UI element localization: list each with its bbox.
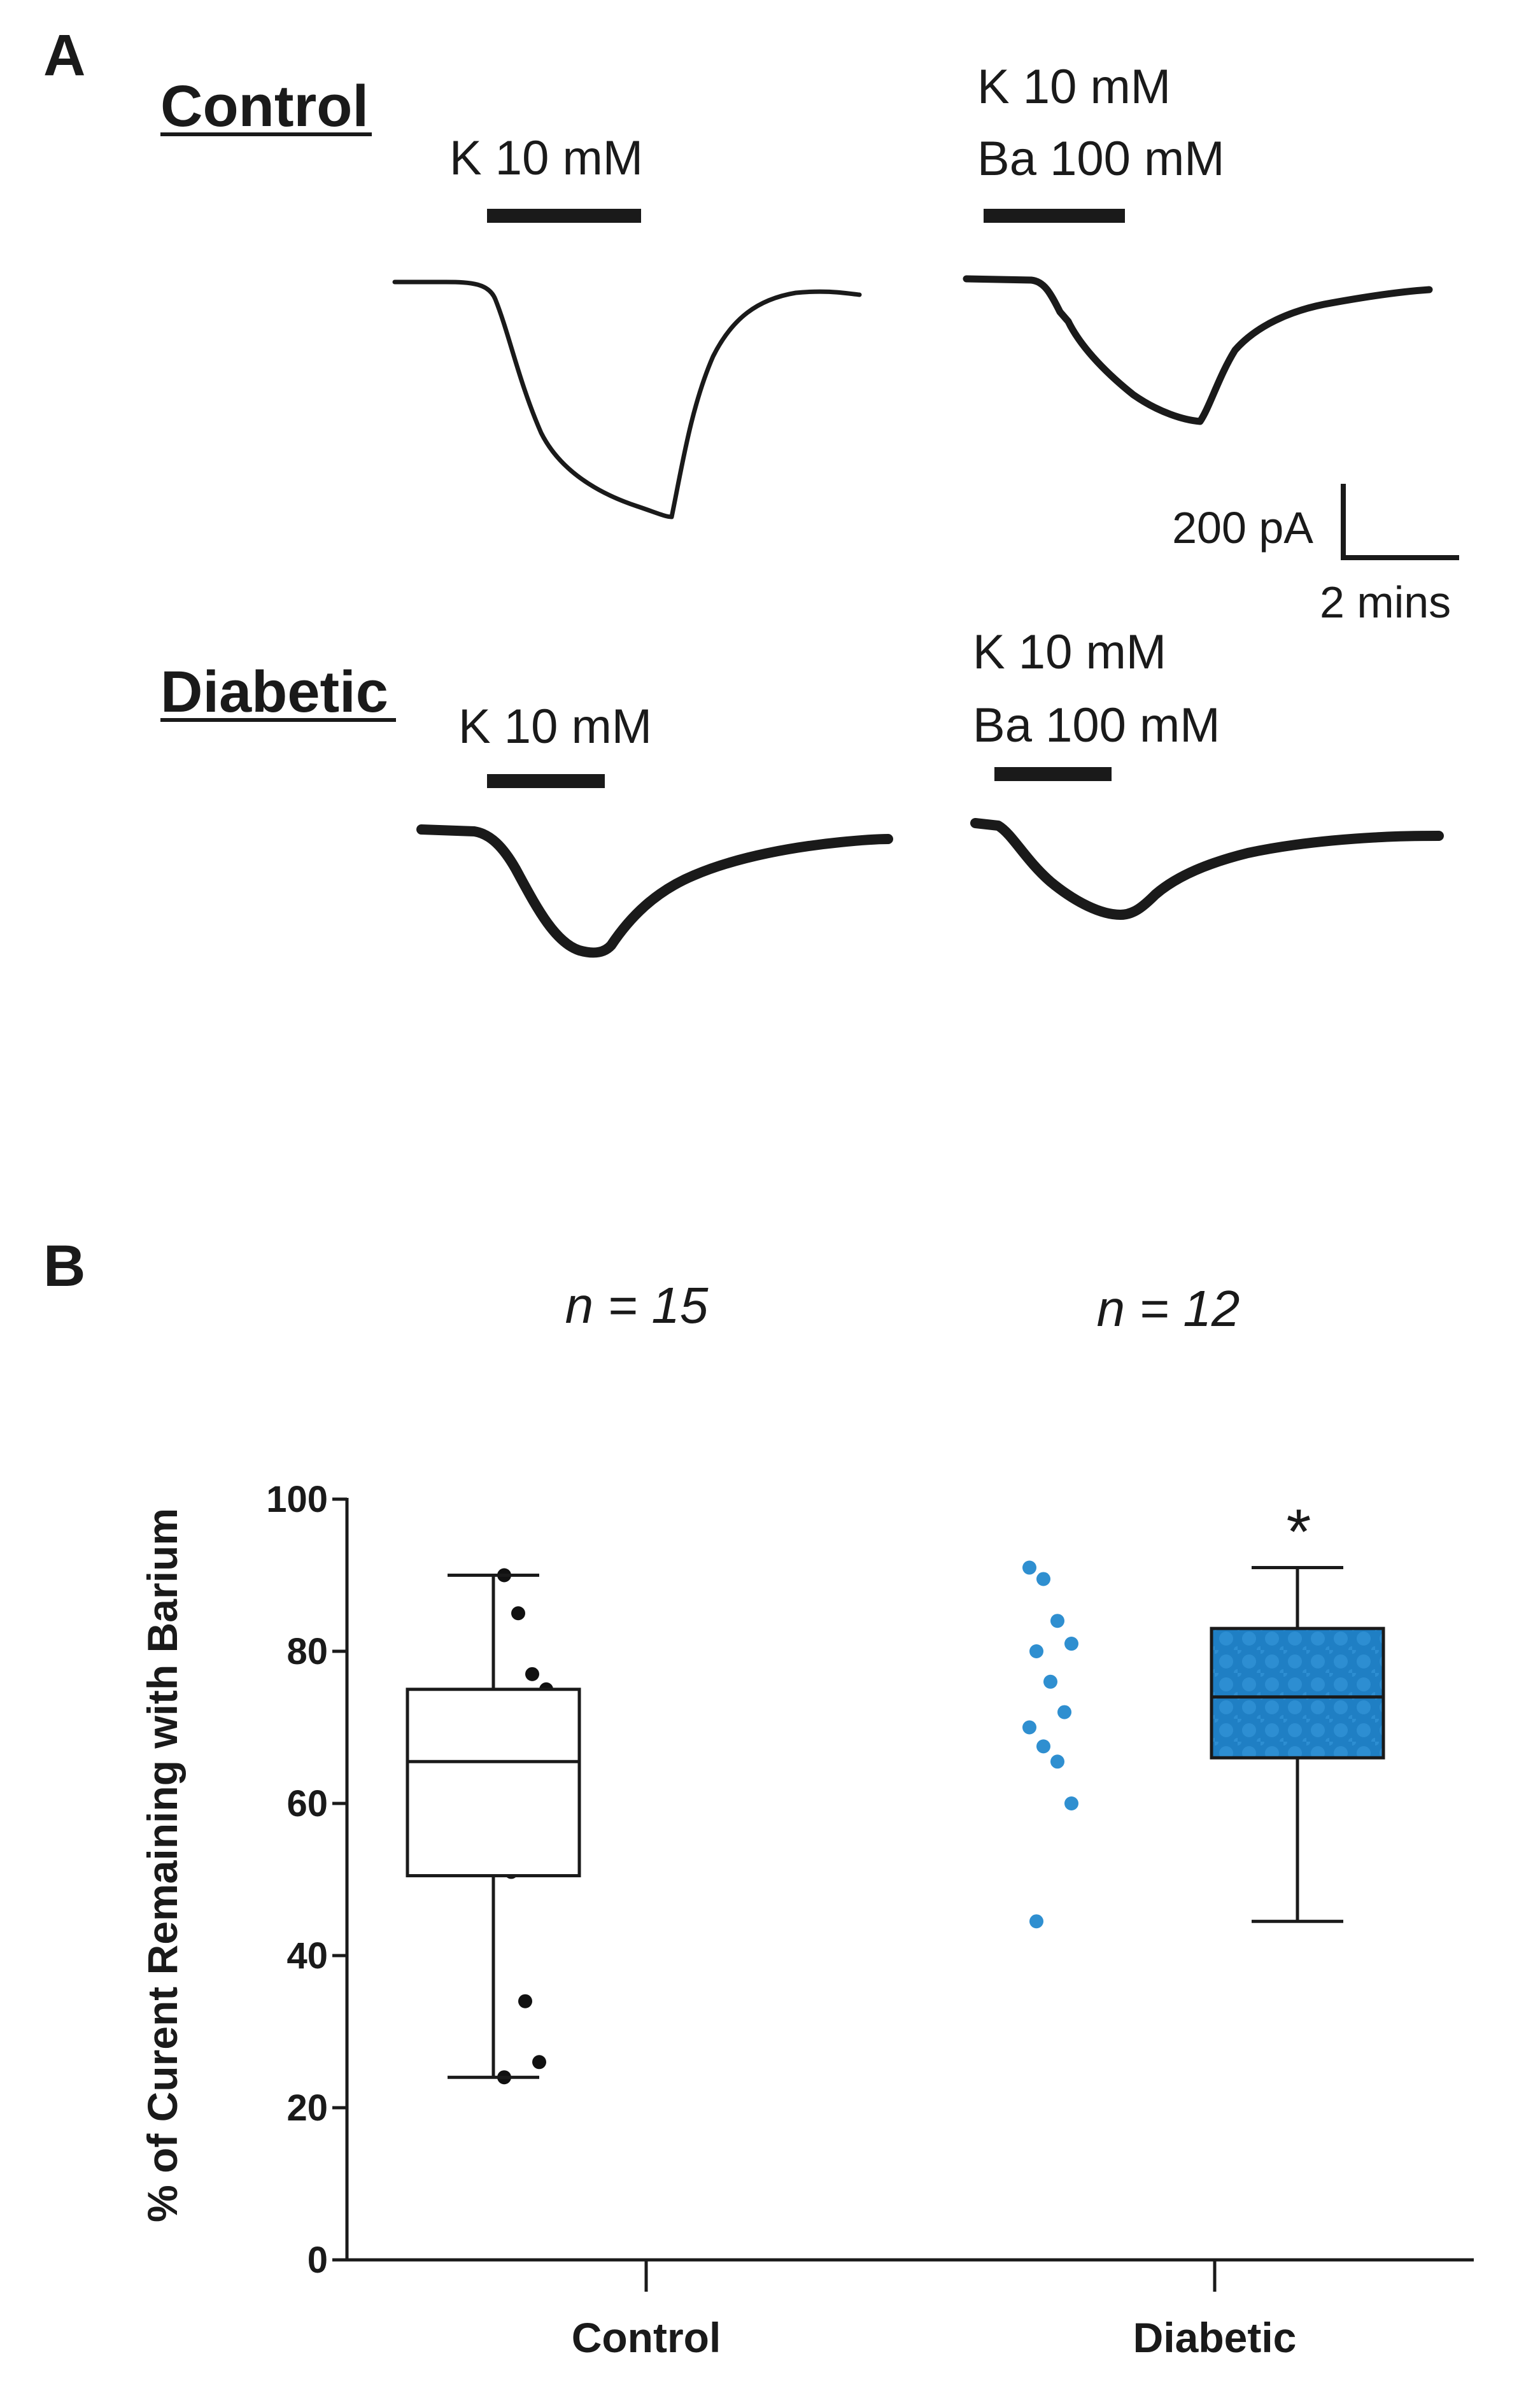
data-point [1064,1637,1078,1651]
data-point [1036,1572,1050,1586]
data-point [525,1667,539,1681]
y-tick-label: 0 [307,2239,328,2281]
y-axis-title: % of Curent Remaining with Barium [139,1508,186,2222]
control-kba-label-line2: Ba 100 mM [977,132,1225,186]
series-control [406,1568,581,2085]
data-point [1050,1614,1064,1628]
y-tick-label: 20 [286,2087,328,2129]
data-point [518,1994,532,2008]
diabetic-kba-trace [970,818,1444,920]
significance-marker: * [1287,1497,1311,1568]
diabetic-k-trace [416,824,893,958]
control-k-label: K 10 mM [449,131,643,185]
n-label-control: n = 15 [565,1277,709,1334]
control-kba-application-bar [984,209,1125,223]
data-point [1022,1560,1036,1575]
x-tick-label: Diabetic [1133,2314,1297,2361]
data-point [1022,1720,1036,1735]
control-kba-label-line1: K 10 mM [977,60,1171,114]
data-point [1029,1914,1043,1929]
diabetic-kba-application-bar [994,767,1112,781]
data-point [532,2055,546,2070]
scale-bar-time-label: 2 mins [1320,577,1451,627]
y-tick-label: 40 [286,1935,328,1977]
scale-bar-current-label: 200 pA [1172,503,1313,553]
data-point [1057,1705,1071,1719]
control-title-underline [160,132,372,136]
control-kba-trace [963,275,1433,425]
diabetic-kba-label-line1: K 10 mM [973,625,1166,679]
data-point [1050,1754,1064,1769]
diabetic-group-title: Diabetic [160,659,388,724]
y-tick-label: 60 [286,1783,328,1824]
control-group-title: Control [160,74,369,139]
panel-a-label: A [43,23,85,88]
control-k-trace [392,279,862,519]
iqr-box [1210,1626,1385,1760]
diabetic-title-underline [160,718,396,722]
y-axis-ticks: 0 20 40 60 80 100 [266,1479,347,2281]
data-point [1029,1644,1043,1658]
data-point [511,1606,525,1621]
plot-area: * [406,1497,1385,2085]
data-point [1043,1674,1057,1689]
diabetic-k-application-bar [487,774,605,788]
n-label-diabetic: n = 12 [1097,1280,1240,1337]
iqr-box [406,1688,581,1878]
data-point [1064,1796,1078,1810]
scale-bar-vertical [1341,484,1346,560]
y-tick-label: 100 [266,1479,328,1520]
scale-bar-horizontal [1341,555,1459,560]
panel-b-label: B [43,1234,85,1299]
y-tick-label: 80 [286,1631,328,1672]
diabetic-kba-label-line2: Ba 100 mM [973,698,1220,752]
control-k-application-bar [487,209,641,223]
data-point [1036,1739,1050,1754]
x-axis-ticks: Control Diabetic [572,2260,1297,2361]
x-tick-label: Control [572,2314,721,2361]
diabetic-k-label: K 10 mM [458,700,652,754]
series-diabetic: * [1022,1497,1385,1929]
